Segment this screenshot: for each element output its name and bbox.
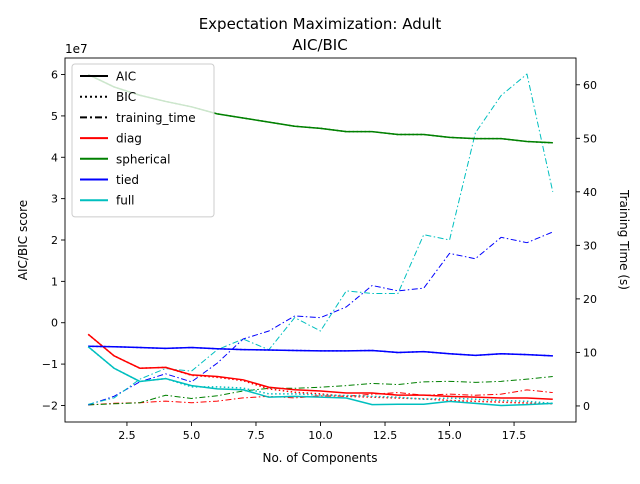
legend-label-spherical: spherical <box>116 152 170 166</box>
y-tick-label-left: 6 <box>51 69 58 82</box>
series-line-full-aic <box>87 346 553 407</box>
y-tick-label-left: 1 <box>51 275 58 288</box>
series-line-diag-aic <box>87 333 553 400</box>
y-tick-label-right: 50 <box>583 132 597 145</box>
x-tick-label: 12.5 <box>373 429 398 442</box>
x-axis-label: No. of Components <box>262 451 377 465</box>
y-tick-label-left: −1 <box>42 358 58 371</box>
legend-label-tied: tied <box>116 173 139 187</box>
chart-subtitle: AIC/BIC <box>292 36 347 54</box>
x-tick-label: 2.5 <box>118 429 136 442</box>
legend-label-diag: diag <box>116 132 142 146</box>
y-tick-label-right: 60 <box>583 79 597 92</box>
legend-label-AIC: AIC <box>116 70 136 84</box>
y-tick-label-left: −2 <box>42 399 58 412</box>
y-axis-offset-label: 1e7 <box>65 42 88 56</box>
series-line-full-training-time <box>88 73 554 405</box>
x-tick-label: 17.5 <box>502 429 527 442</box>
y-axis-label-left: AIC/BIC score <box>16 200 30 280</box>
y-tick-label-left: 0 <box>51 317 58 330</box>
x-tick-label: 7.5 <box>247 429 265 442</box>
y-tick-label-right: 40 <box>583 186 597 199</box>
y-tick-label-right: 30 <box>583 239 597 252</box>
x-tick-label: 10.0 <box>308 429 333 442</box>
y-tick-label-left: 2 <box>51 234 58 247</box>
legend-label-BIC: BIC <box>116 90 136 104</box>
x-tick-label: 5.0 <box>183 429 201 442</box>
y-tick-label-left: 5 <box>51 110 58 123</box>
legend-label-full: full <box>116 194 135 208</box>
x-tick-label: 15.0 <box>437 429 462 442</box>
chart-title: Expectation Maximization: Adult <box>199 15 442 33</box>
series-line-tied-training-time <box>88 231 553 406</box>
series-layer <box>87 73 554 407</box>
y-tick-label-left: 4 <box>51 151 58 164</box>
axes-layer: 2.5 5.0 7.5 10.0 12.5 15.0 17.5−2−101234560102… <box>42 69 597 442</box>
series-line-diag-training-time <box>88 389 553 406</box>
y-tick-label-right: 10 <box>583 346 597 359</box>
series-line-spherical-training-time <box>88 376 553 406</box>
y-tick-label-left: 3 <box>51 193 58 206</box>
y-axis-label-right: Training Time (s) <box>617 189 631 290</box>
y-tick-label-right: 20 <box>583 293 597 306</box>
legend-box <box>71 63 215 218</box>
series-line-tied-aic <box>88 345 553 357</box>
y-tick-label-right: 0 <box>583 400 590 413</box>
legend-label-training-time: training_time <box>116 111 196 125</box>
